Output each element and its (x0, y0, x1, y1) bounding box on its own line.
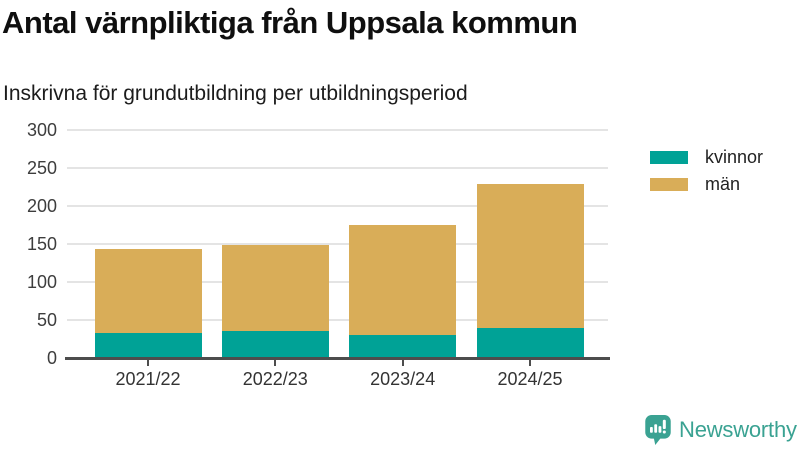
bar-segment-män (476, 184, 584, 328)
y-axis-tick-label: 50 (36, 310, 57, 330)
x-axis-tick-label: 2021/22 (115, 369, 181, 389)
bar-segment-kvinnor (349, 335, 457, 358)
page-subtitle: Inskrivna för grundutbildning per utbild… (3, 82, 468, 105)
gridline (67, 243, 608, 245)
bar-segment-män (349, 225, 457, 336)
y-axis-tick-label: 100 (26, 272, 57, 292)
y-axis-tick-label: 250 (26, 158, 57, 178)
legend-item-kvinnor: kvinnor (650, 146, 764, 167)
legend-swatch-män (650, 177, 688, 191)
gridline (67, 167, 608, 169)
gridline (67, 281, 608, 283)
newsworthy-wordmark: Newsworthy (679, 417, 797, 442)
x-axis-tick (274, 360, 277, 366)
gridline (67, 319, 608, 321)
x-axis-tick-label: 2022/23 (242, 369, 308, 389)
y-axis-tick-label: 150 (26, 234, 57, 254)
x-axis-tick (147, 360, 149, 366)
x-axis-tick-label: 2023/24 (370, 369, 436, 389)
y-axis-tick-label: 300 (26, 120, 57, 140)
x-axis-tick-label: 2024/25 (497, 369, 563, 389)
bar-segment-män (94, 249, 202, 333)
x-axis-tick (401, 360, 404, 366)
legend-swatch-kvinnor (650, 150, 688, 164)
bar-segment-kvinnor (476, 327, 584, 358)
newsworthy-icon (645, 415, 671, 445)
bar-segment-kvinnor (94, 332, 202, 358)
legend-label: kvinnor (705, 146, 764, 167)
x-axis-line (65, 357, 610, 360)
x-axis-tick (529, 360, 531, 366)
gridline (67, 205, 608, 207)
y-axis-tick-label: 200 (26, 196, 57, 216)
gridline (67, 129, 608, 131)
legend-label: män (705, 173, 741, 194)
legend-item-män: män (650, 173, 763, 194)
bar-segment-kvinnor (221, 330, 329, 358)
page-title: Antal värnpliktiga från Uppsala kommun (2, 5, 578, 40)
newsworthy-logo: Newsworthy (645, 415, 797, 445)
y-axis-tick-label: 0 (46, 348, 57, 368)
legend: kvinnor män (650, 146, 764, 202)
bar-segment-män (221, 244, 329, 331)
